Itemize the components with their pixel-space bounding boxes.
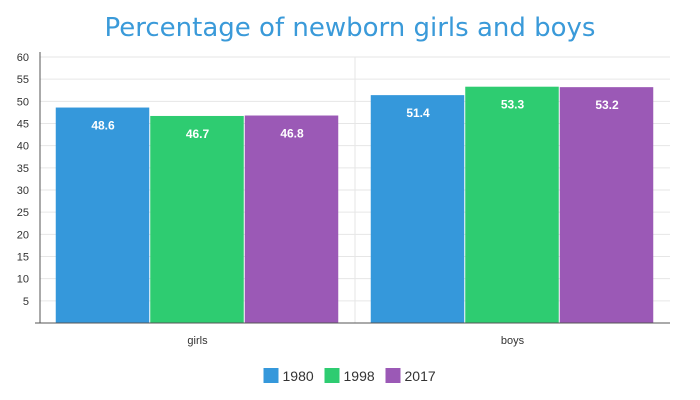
legend-label: 2017 <box>405 368 436 384</box>
bar-boys-1998[interactable] <box>465 86 559 323</box>
y-tick-label: 20 <box>17 229 29 241</box>
y-tick-label: 25 <box>17 207 29 219</box>
legend: 1980 1998 2017 <box>263 368 436 384</box>
legend-item-1998[interactable]: 1998 <box>324 368 375 384</box>
bar-girls-1998[interactable] <box>150 115 244 323</box>
bar-girls-2017[interactable] <box>244 115 339 324</box>
y-tick-label: 40 <box>17 141 29 153</box>
y-tick-label: 55 <box>17 74 29 86</box>
bar-boys-2017[interactable] <box>559 87 654 323</box>
legend-swatch <box>385 368 401 383</box>
y-tick-label: 35 <box>17 163 29 175</box>
bar-value-label: 48.6 <box>91 119 115 133</box>
category-label: boys <box>501 335 525 347</box>
y-tick-label: 50 <box>17 96 29 108</box>
bar-value-label: 53.3 <box>501 98 525 112</box>
chart-title: Percentage of newborn girls and boys <box>105 13 596 43</box>
bar-value-label: 51.4 <box>406 106 430 120</box>
bar-boys-1980[interactable] <box>370 95 465 323</box>
legend-label: 1998 <box>344 368 375 384</box>
legend-swatch <box>263 368 279 383</box>
y-tick-label: 5 <box>23 296 29 308</box>
bar-value-label: 46.7 <box>186 127 210 141</box>
y-tick-label: 30 <box>17 185 29 197</box>
bar-value-label: 46.8 <box>280 127 304 141</box>
bars <box>55 86 654 324</box>
category-label: girls <box>187 335 208 347</box>
bar-girls-1980[interactable] <box>55 107 150 323</box>
x-axis-categories: girls boys <box>187 335 524 347</box>
y-tick-label: 15 <box>17 252 29 264</box>
axes <box>35 52 670 324</box>
legend-item-1980[interactable]: 1980 <box>263 368 314 384</box>
y-axis-ticks: 5 10 15 20 25 30 35 40 45 50 55 60 <box>17 52 29 308</box>
y-tick-label: 60 <box>17 52 29 64</box>
bar-value-label: 53.2 <box>595 98 619 112</box>
legend-item-2017[interactable]: 2017 <box>385 368 436 384</box>
legend-swatch <box>324 368 340 383</box>
y-tick-label: 10 <box>17 274 29 286</box>
bar-data-labels: 48.6 46.7 46.8 51.4 53.3 53.2 <box>91 98 619 141</box>
y-tick-label: 45 <box>17 119 29 131</box>
legend-label: 1980 <box>283 368 314 384</box>
